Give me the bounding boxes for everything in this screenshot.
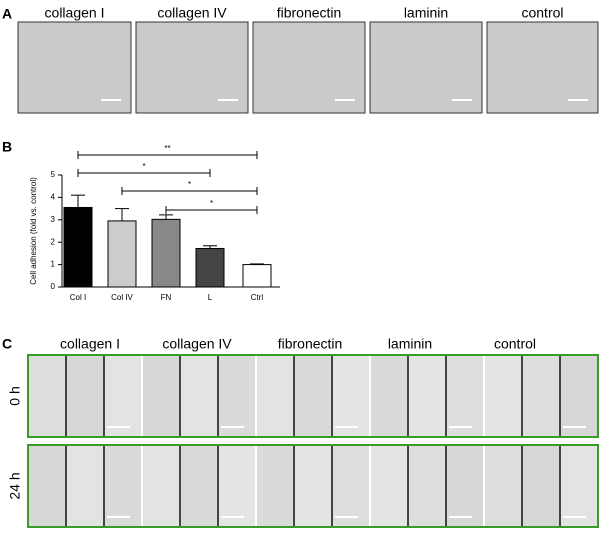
- micrograph: [484, 445, 522, 527]
- micrograph: [142, 355, 180, 437]
- y-tick-label: 0: [51, 282, 56, 291]
- bar: [195, 247, 225, 288]
- image-caption: laminin: [404, 5, 448, 21]
- micrograph: [104, 355, 142, 437]
- y-axis-label: Cell adhesion (fold vs. control): [29, 177, 38, 285]
- micrograph: [446, 445, 484, 527]
- micrograph: [560, 445, 598, 527]
- micrograph: [446, 355, 484, 437]
- micrograph: [369, 21, 483, 114]
- micrograph: [332, 445, 370, 527]
- micrograph: [332, 355, 370, 437]
- x-tick-label: L: [208, 293, 213, 302]
- micrograph: [104, 445, 142, 527]
- micrograph: [294, 445, 332, 527]
- image-caption: fibronectin: [277, 5, 342, 21]
- significance-label: **: [164, 144, 170, 153]
- column-label: control: [494, 336, 536, 352]
- micrograph: [135, 21, 249, 114]
- micrograph: [218, 355, 256, 437]
- panel-label: C: [2, 336, 12, 352]
- micrograph: [28, 445, 66, 527]
- y-tick-label: 2: [51, 237, 56, 246]
- bar: [242, 264, 272, 288]
- image-caption: control: [521, 5, 563, 21]
- y-tick-label: 1: [51, 260, 56, 269]
- micrograph: [252, 21, 366, 114]
- micrograph: [484, 355, 522, 437]
- x-tick-label: Ctrl: [251, 293, 264, 302]
- micrograph: [408, 445, 446, 527]
- bar: [151, 218, 181, 288]
- micrograph: [370, 355, 408, 437]
- image-caption: collagen I: [45, 5, 105, 21]
- significance-label: *: [188, 180, 191, 189]
- micrograph: [560, 355, 598, 437]
- bar: [107, 220, 137, 288]
- significance-label: *: [210, 199, 213, 208]
- x-tick-label: Col IV: [111, 293, 133, 302]
- y-tick-label: 4: [51, 193, 56, 202]
- micrograph: [66, 355, 104, 437]
- micrograph: [408, 355, 446, 437]
- significance-label: *: [142, 162, 145, 171]
- micrograph: [370, 445, 408, 527]
- micrograph: [142, 445, 180, 527]
- column-label: collagen I: [60, 336, 120, 352]
- column-label: collagen IV: [162, 336, 232, 352]
- micrograph: [28, 355, 66, 437]
- micrograph: [218, 445, 256, 527]
- micrograph: [180, 355, 218, 437]
- micrograph: [256, 445, 294, 527]
- micrograph: [522, 445, 560, 527]
- column-label: laminin: [388, 336, 432, 352]
- y-tick-label: 5: [51, 170, 56, 179]
- micrograph: [17, 21, 132, 114]
- bar: [63, 206, 93, 288]
- micrograph: [486, 21, 599, 114]
- column-label: fibronectin: [278, 336, 343, 352]
- x-tick-label: Col I: [70, 293, 86, 302]
- row-label: 24 h: [7, 472, 23, 499]
- micrograph: [522, 355, 560, 437]
- panel-label: A: [2, 6, 12, 22]
- row-label: 0 h: [7, 386, 23, 405]
- frame: [27, 354, 599, 438]
- micrograph: [66, 445, 104, 527]
- frame: [27, 444, 599, 528]
- image-caption: collagen IV: [157, 5, 227, 21]
- panel-label: B: [2, 139, 12, 155]
- micrograph: [294, 355, 332, 437]
- micrograph: [180, 445, 218, 527]
- y-tick-label: 3: [51, 215, 56, 224]
- x-tick-label: FN: [161, 293, 172, 302]
- micrograph: [256, 355, 294, 437]
